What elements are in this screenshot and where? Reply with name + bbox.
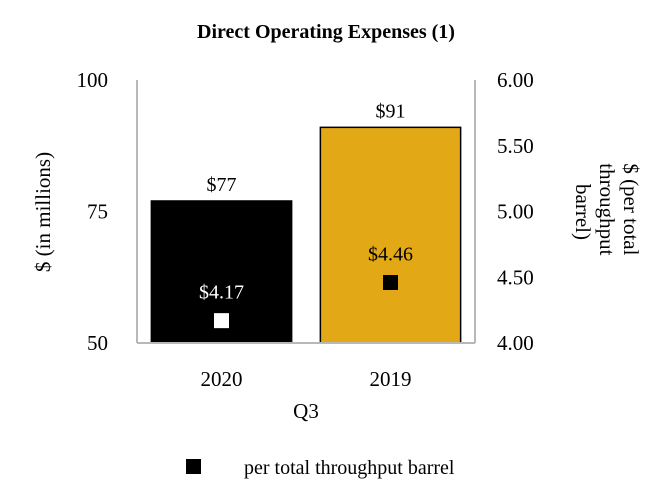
y-tick-label: 50 xyxy=(87,331,108,355)
legend-label: per total throughput barrel xyxy=(244,457,455,479)
bar-label-2019: $91 xyxy=(376,100,406,122)
point-label-2020: $4.17 xyxy=(199,282,244,304)
y-tick-label: 75 xyxy=(87,200,108,224)
chart-title: Direct Operating Expenses (1) xyxy=(197,21,455,43)
category-label-2019: 2019 xyxy=(370,367,412,391)
point-label-2019: $4.46 xyxy=(368,244,413,266)
y2-tick-label: 4.00 xyxy=(497,331,534,355)
right-ticks: 4.00 4.50 5.00 5.50 6.00 xyxy=(497,68,534,355)
y2-axis-label: $ (per total throughput barrel) xyxy=(571,163,643,260)
point-2019 xyxy=(383,275,398,291)
point-2020 xyxy=(214,313,229,329)
category-labels: 2020 2019 xyxy=(201,367,412,391)
y2-tick-label: 6.00 xyxy=(497,68,534,92)
y2-tick-label: 5.00 xyxy=(497,200,534,224)
points-group xyxy=(214,275,398,329)
data-labels: $77 $4.17 $91 $4.46 xyxy=(199,100,413,303)
category-label-2020: 2020 xyxy=(201,367,243,391)
y2-tick-label: 5.50 xyxy=(497,134,534,158)
legend-marker xyxy=(186,459,201,474)
bar-label-2020: $77 xyxy=(207,174,237,196)
x-axis-label: Q3 xyxy=(293,399,319,423)
bar-2019 xyxy=(319,126,462,344)
y2-tick-label: 4.50 xyxy=(497,265,534,289)
left-ticks: 50 75 100 xyxy=(77,68,109,355)
y-tick-label: 100 xyxy=(77,68,109,92)
legend: per total throughput barrel xyxy=(186,457,455,479)
y-axis-label: $ (in millions) xyxy=(31,152,55,272)
bars-group xyxy=(150,126,462,344)
axes-group xyxy=(136,80,476,344)
